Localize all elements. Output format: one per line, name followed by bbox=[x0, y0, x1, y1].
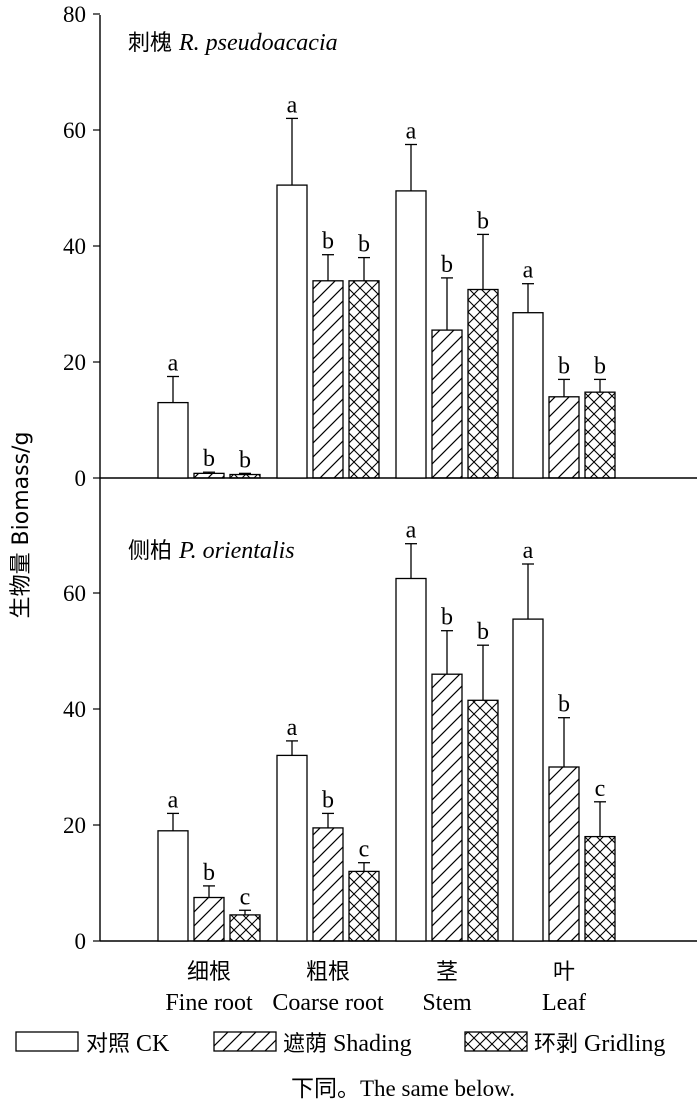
significance-letter: a bbox=[406, 119, 417, 145]
bar bbox=[229, 914, 261, 942]
bar bbox=[157, 830, 189, 942]
significance-letter: b bbox=[594, 353, 606, 379]
y-tick-label: 80 bbox=[63, 2, 86, 27]
y-axis-label: 生物量 Biomass/g bbox=[9, 432, 34, 619]
bar bbox=[548, 766, 580, 942]
legend-swatch bbox=[15, 1031, 79, 1052]
bar bbox=[548, 396, 580, 479]
legend-label: 环剥 Gridling bbox=[534, 1031, 665, 1057]
significance-letter: c bbox=[359, 837, 370, 863]
significance-letter: a bbox=[168, 351, 179, 377]
significance-letter: c bbox=[595, 776, 606, 802]
panel-title: 刺槐 R. pseudoacacia bbox=[128, 30, 338, 56]
y-tick-label: 20 bbox=[63, 813, 86, 838]
bar bbox=[193, 472, 225, 479]
x-category-label-cn: 叶 bbox=[553, 960, 575, 985]
significance-letter: a bbox=[406, 518, 417, 544]
bar bbox=[431, 329, 463, 479]
bar bbox=[276, 184, 308, 479]
x-category-label-cn: 细根 bbox=[187, 960, 231, 985]
bar bbox=[276, 754, 308, 942]
legend-label: 对照 CK bbox=[86, 1031, 170, 1057]
bar bbox=[467, 699, 499, 942]
significance-letter: b bbox=[322, 229, 334, 255]
caption-note: 下同。The same below. bbox=[291, 1076, 515, 1101]
significance-letter: b bbox=[239, 447, 251, 473]
significance-letter: a bbox=[168, 787, 179, 813]
y-tick-label: 40 bbox=[63, 234, 86, 259]
panel-title: 侧柏 P. orientalis bbox=[128, 538, 295, 564]
bar bbox=[584, 391, 616, 479]
significance-letter: b bbox=[203, 446, 215, 472]
bar bbox=[512, 618, 544, 942]
significance-letter: b bbox=[203, 860, 215, 886]
bar bbox=[348, 280, 380, 479]
bar bbox=[431, 673, 463, 942]
significance-letter: b bbox=[477, 619, 489, 645]
significance-letter: b bbox=[558, 692, 570, 718]
significance-letter: b bbox=[477, 208, 489, 234]
bar bbox=[229, 473, 261, 479]
x-category-label-en: Fine root bbox=[165, 990, 253, 1016]
y-tick-label: 60 bbox=[63, 581, 86, 606]
bar bbox=[584, 835, 616, 942]
significance-letter: a bbox=[287, 715, 298, 741]
significance-letter: c bbox=[240, 884, 251, 910]
bar bbox=[512, 312, 544, 479]
legend-label: 遮荫 Shading bbox=[283, 1031, 412, 1057]
significance-letter: b bbox=[441, 605, 453, 631]
x-category-label-en: Leaf bbox=[542, 990, 586, 1016]
x-category-label-en: Stem bbox=[422, 990, 472, 1016]
y-tick-label: 0 bbox=[75, 466, 87, 491]
significance-letter: a bbox=[523, 258, 534, 284]
significance-letter: b bbox=[558, 353, 570, 379]
bar bbox=[395, 190, 427, 479]
significance-letter: a bbox=[523, 538, 534, 564]
bar bbox=[395, 577, 427, 942]
bar bbox=[312, 827, 344, 942]
bar bbox=[312, 280, 344, 479]
significance-letter: b bbox=[441, 252, 453, 278]
bar bbox=[467, 288, 499, 479]
significance-letter: b bbox=[358, 232, 370, 258]
legend-swatch bbox=[464, 1031, 528, 1052]
x-category-label-cn: 茎 bbox=[436, 960, 458, 985]
x-category-label-en: Coarse root bbox=[272, 990, 384, 1016]
bar bbox=[348, 870, 380, 942]
y-tick-label: 60 bbox=[63, 118, 86, 143]
bars-layer bbox=[157, 117, 616, 942]
x-category-label-cn: 粗根 bbox=[306, 960, 350, 985]
y-tick-label: 40 bbox=[63, 697, 86, 722]
significance-letter: a bbox=[287, 92, 298, 118]
significance-letter: b bbox=[322, 787, 334, 813]
bar bbox=[157, 401, 189, 479]
legend-swatch bbox=[213, 1031, 277, 1052]
bar bbox=[193, 896, 225, 942]
y-tick-label: 20 bbox=[63, 350, 86, 375]
y-tick-label: 0 bbox=[75, 929, 87, 954]
